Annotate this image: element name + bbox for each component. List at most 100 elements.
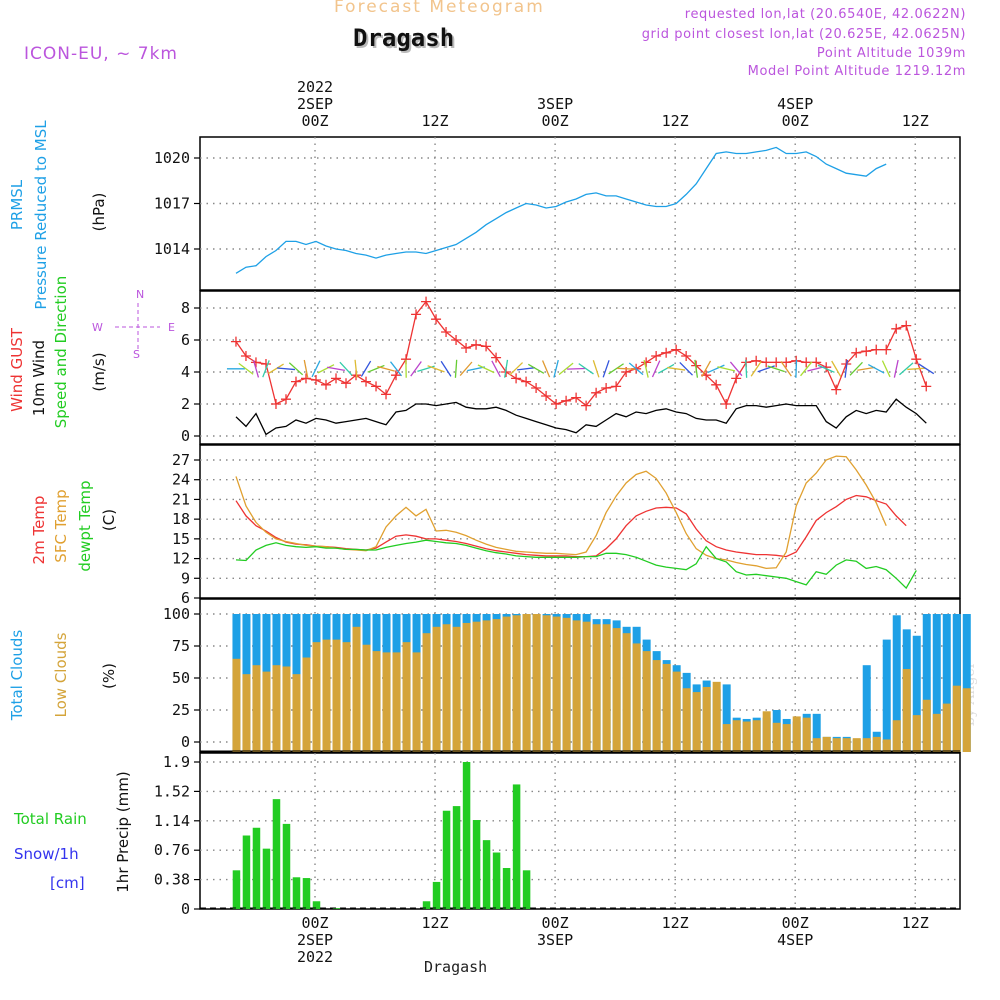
wind-arrow — [454, 359, 458, 378]
gust-marker — [300, 373, 311, 384]
wind-arrow — [745, 359, 748, 378]
low_cloud-bar — [692, 692, 701, 752]
wind-arrow — [817, 364, 835, 373]
low_cloud-bar — [352, 626, 361, 752]
time-label: 2SEP — [297, 95, 333, 113]
gust-marker — [771, 357, 782, 368]
time-label: 00Z — [301, 914, 328, 932]
gust-marker — [431, 314, 442, 325]
compass: N W E S — [92, 288, 175, 361]
page-title: Dragash — [353, 24, 455, 52]
wind-arrow — [893, 359, 899, 378]
wind-arrow — [643, 359, 649, 378]
low_cloud-bar — [832, 738, 841, 752]
wind-arrow — [527, 363, 545, 374]
wind-arrow — [918, 363, 935, 375]
compass-s: S — [133, 348, 140, 361]
rain-bar — [492, 852, 501, 909]
wind-arrow — [268, 363, 284, 375]
wind-arrow — [477, 364, 495, 374]
wind-arrow — [628, 362, 644, 376]
low_cloud-bar — [402, 642, 411, 752]
low_cloud-bar — [442, 624, 451, 752]
wind-arrow — [517, 367, 536, 371]
wind-arrow — [701, 360, 712, 377]
y-tick-label: 18 — [172, 510, 190, 528]
gust-marker — [441, 327, 452, 337]
low_cloud-bar — [772, 722, 781, 752]
low_cloud-bar — [322, 639, 331, 752]
gust-marker — [551, 399, 562, 409]
label-wind: 10m Wind — [30, 340, 48, 416]
label-total-clouds: Total Clouds — [8, 630, 26, 722]
gust-marker — [751, 355, 762, 366]
y-tick-label: 15 — [172, 530, 190, 548]
gust-marker — [371, 381, 382, 392]
wind-arrow — [881, 360, 891, 378]
wind-arrow — [354, 359, 358, 378]
time-label: 2022 — [297, 948, 333, 966]
gust-marker — [341, 378, 352, 389]
y-tick-label: 24 — [172, 471, 190, 489]
footer-location: Dragash — [424, 958, 488, 976]
wind-arrow — [440, 360, 452, 377]
y-tick-label: 0.38 — [154, 871, 190, 889]
total_cloud-bar — [882, 639, 891, 752]
time-label: 3SEP — [537, 931, 573, 949]
label-sfctemp: SFC Temp — [52, 489, 70, 562]
time-label: 4SEP — [777, 95, 813, 113]
low_cloud-bar — [712, 681, 721, 752]
low_cloud-bar — [242, 674, 251, 752]
gust-marker — [531, 383, 542, 393]
gust-marker — [421, 296, 432, 307]
time-label: 00Z — [782, 914, 809, 932]
wind-arrow — [907, 367, 926, 371]
rain-bar — [262, 848, 271, 909]
gust-marker — [661, 347, 672, 358]
y-tick-label: 1017 — [154, 195, 190, 213]
low_cloud-bar — [802, 717, 811, 752]
panel-frame — [199, 444, 961, 599]
low_cloud-bar — [852, 738, 861, 752]
y-tick-label: 27 — [172, 451, 190, 469]
wind-arrow — [707, 364, 725, 374]
low_cloud-bar — [592, 624, 601, 752]
low_cloud-bar — [282, 666, 291, 752]
wind-arrow — [252, 359, 260, 378]
low_cloud-bar — [912, 715, 921, 752]
gust-marker — [331, 373, 342, 384]
y-tick-label: 4 — [181, 363, 190, 381]
low_cloud-bar — [962, 688, 971, 752]
y-tick-label: 1.9 — [163, 753, 190, 771]
time-label: 2022 — [297, 78, 333, 96]
low_cloud-bar — [612, 628, 621, 752]
wind-arrow — [608, 363, 624, 375]
low_cloud-bar — [432, 626, 441, 752]
y-tick-label: 1.52 — [154, 782, 190, 800]
low_cloud-bar — [512, 615, 521, 752]
wind-arrow — [509, 362, 524, 376]
gust-marker — [681, 351, 692, 361]
low_cloud-bar — [892, 720, 901, 752]
low_cloud-bar — [762, 711, 771, 752]
gust-marker — [240, 351, 251, 361]
low_cloud-bar — [412, 652, 421, 752]
panel-clouds: 0 25 50 75 100 — [163, 598, 971, 753]
panel-wind: 0 2 4 6 8 — [181, 290, 961, 445]
low_cloud-bar — [502, 616, 511, 752]
label-pressure: Pressure Reduced to MSL — [32, 120, 50, 310]
ylabel-clouds: (%) — [100, 663, 118, 689]
label-total-rain: Total Rain — [13, 810, 87, 828]
low_cloud-bar — [382, 652, 391, 752]
gust-marker — [561, 395, 572, 406]
low_cloud-bar — [342, 642, 351, 752]
rain-bar — [302, 878, 311, 909]
low_cloud-bar — [332, 639, 341, 752]
low_cloud-bar — [232, 658, 241, 752]
low_cloud-bar — [922, 699, 931, 752]
low_cloud-bar — [392, 652, 401, 752]
wind-arrow — [553, 359, 559, 378]
series-pressure — [235, 146, 887, 274]
